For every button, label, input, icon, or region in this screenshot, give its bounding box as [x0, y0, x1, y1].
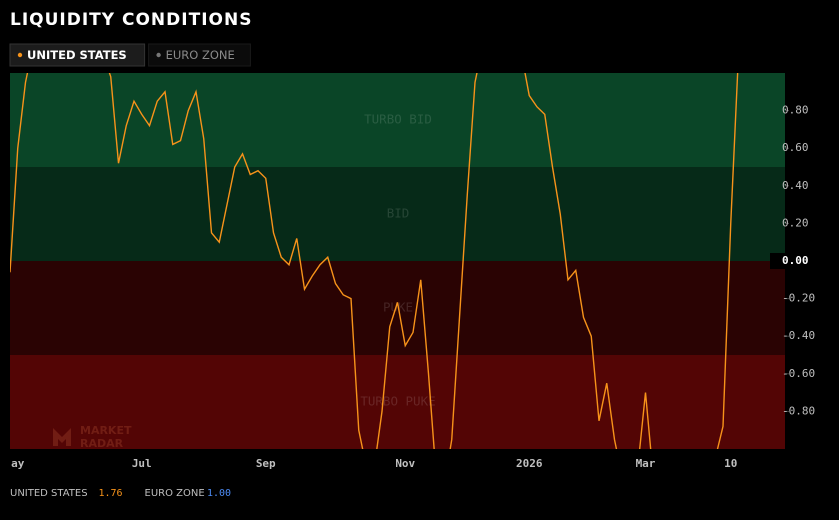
watermark: RADAR [80, 437, 124, 450]
tab[interactable]: UNITED STATES [9, 43, 146, 67]
y-tick-label: -0.40 [782, 329, 815, 342]
x-tick-label: Mar [636, 457, 656, 470]
tab-label: UNITED STATES [27, 48, 127, 62]
x-tick-label: Sep [256, 457, 276, 470]
series-line [10, 73, 739, 449]
x-tick-label: Nov [395, 457, 415, 470]
legend-value: 1.00 [207, 488, 231, 499]
tab-bg [9, 43, 146, 67]
y-tick-label: -0.80 [782, 404, 815, 417]
watermark-logo [53, 428, 71, 446]
band-label: TURBO BID [364, 112, 432, 127]
band-label: TURBO PUKE [360, 394, 435, 409]
x-tick-label: 10 [724, 457, 737, 470]
watermark: MARKET [80, 424, 132, 437]
y-tick-highlight [770, 253, 812, 269]
tab-bg [148, 43, 251, 67]
legend-name: UNITED STATES [10, 488, 88, 499]
band [10, 167, 785, 261]
x-tick-label: Jul [132, 457, 152, 470]
tab-dot [17, 52, 23, 58]
tab-label: EURO ZONE [166, 48, 235, 62]
y-tick-label: 0.40 [782, 179, 809, 192]
legend-value: 1.76 [99, 488, 123, 499]
band [10, 261, 785, 355]
legend-name: EURO ZONE [145, 488, 205, 499]
x-tick-label: ay [11, 457, 25, 470]
y-tick-label: 0.80 [782, 104, 809, 117]
x-tick-label: 2026 [516, 457, 543, 470]
band [10, 73, 785, 167]
band [10, 355, 785, 449]
y-tick-label: 0.00 [782, 254, 809, 267]
y-tick-label: 0.60 [782, 141, 809, 154]
tab[interactable]: EURO ZONE [148, 43, 251, 67]
y-tick-label: -0.20 [782, 292, 815, 305]
tab-dot [156, 52, 161, 58]
y-tick-label: 0.20 [782, 216, 809, 229]
band-label: BID [387, 206, 410, 221]
chart-title: LIQUIDITY CONDITIONS [10, 10, 252, 30]
y-tick-label: -0.60 [782, 367, 815, 380]
